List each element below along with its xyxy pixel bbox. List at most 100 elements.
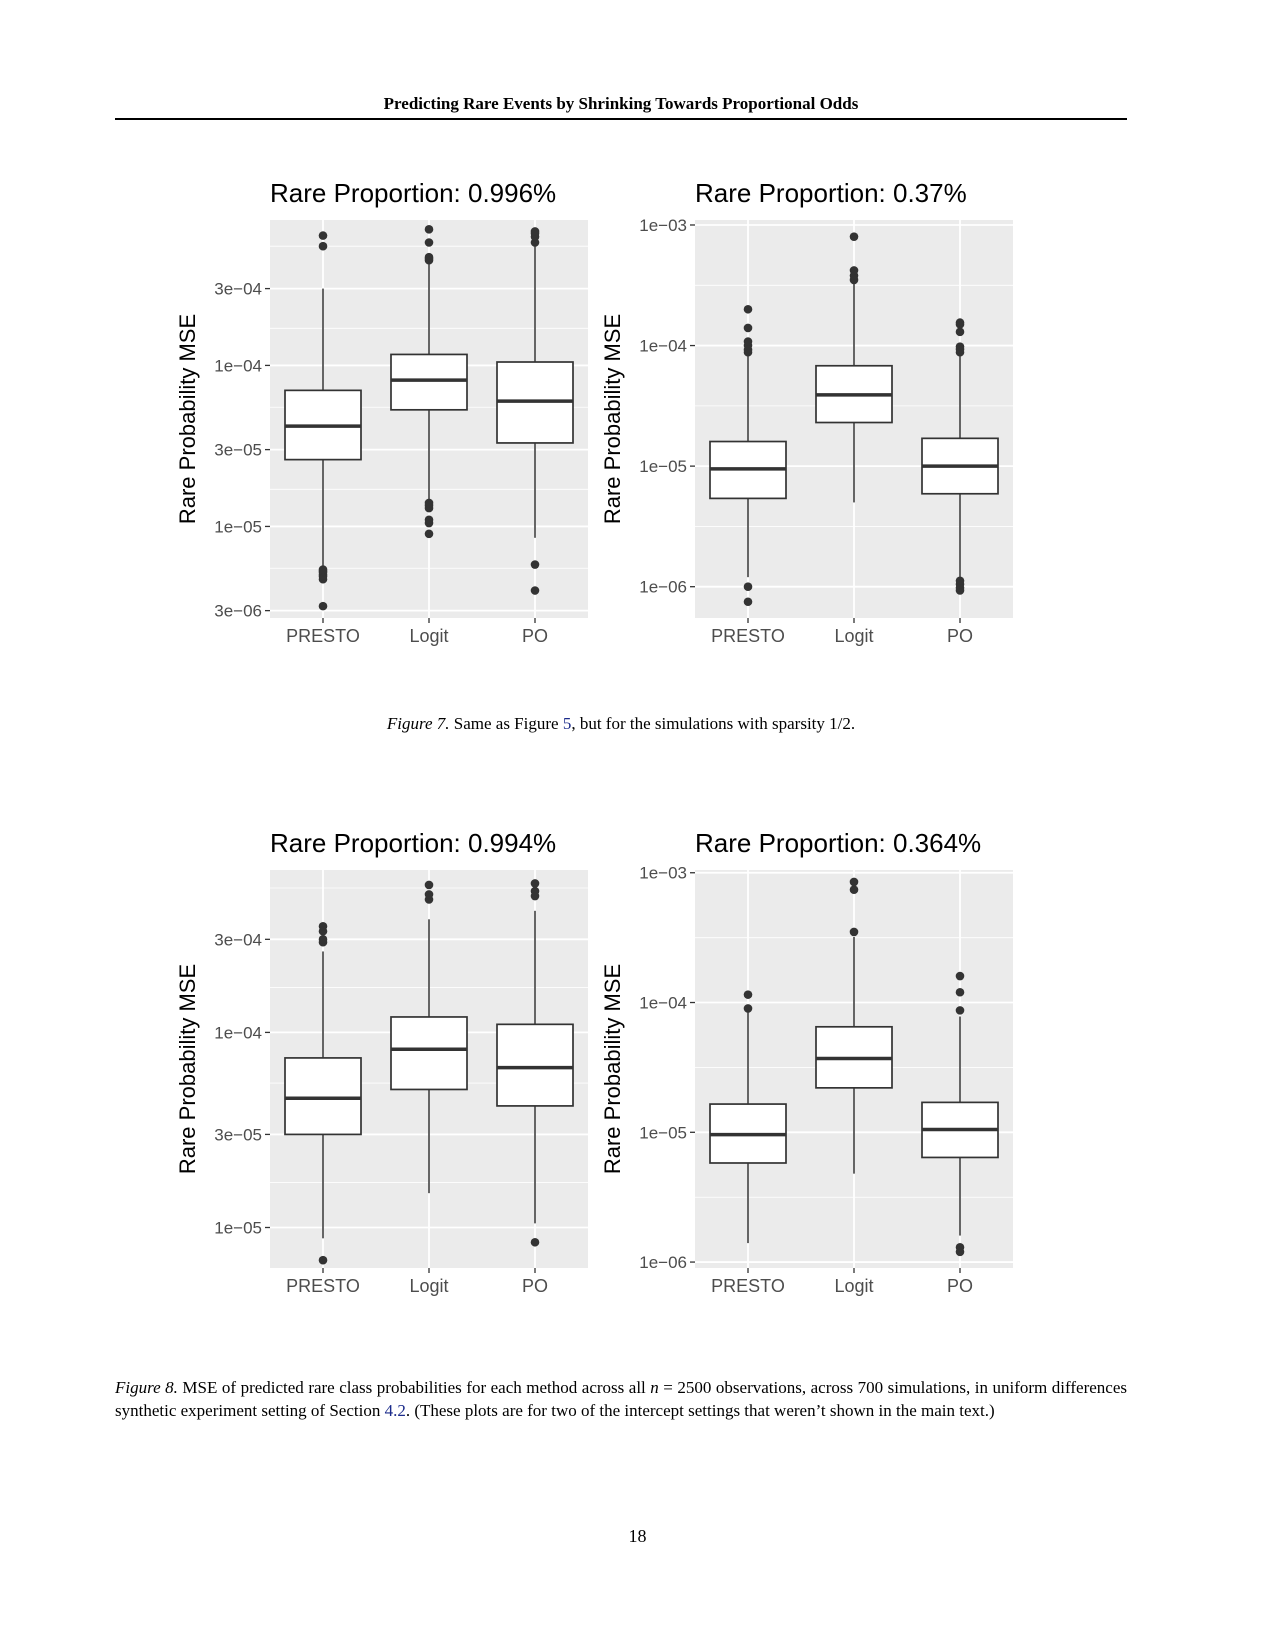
x-tick-label: PRESTO	[711, 1276, 785, 1296]
boxplot-panel: Rare Proportion: 0.37% Rare Probability M…	[600, 178, 1013, 646]
y-tick-label: 1e−05	[214, 1218, 262, 1237]
y-tick-label: 1e−04	[639, 994, 687, 1013]
y-tick-label: 1e−05	[639, 457, 687, 476]
x-tick-label: PO	[947, 1276, 973, 1296]
boxplot-panel: Rare Proportion: 0.996% Rare Probability …	[175, 178, 588, 646]
outlier-point	[530, 1237, 540, 1247]
outlier-point	[849, 927, 859, 937]
x-tick-label: Logit	[834, 626, 873, 646]
y-axis-label: Rare Probability MSE	[175, 314, 200, 524]
figure-8-label: Figure 8.	[115, 1378, 178, 1397]
y-axis-label: Rare Probability MSE	[175, 964, 200, 1174]
outlier-point	[424, 880, 434, 890]
outlier-point	[849, 885, 859, 895]
outlier-point	[743, 337, 753, 346]
y-tick-label: 3e−05	[214, 1125, 262, 1144]
panel-title: Rare Proportion: 0.996%	[270, 178, 556, 208]
y-tick-label: 1e−03	[639, 864, 687, 883]
figure-svg: Rare Proportion: 0.994% Rare Probability …	[175, 828, 1013, 1296]
page-number: 18	[628, 1526, 647, 1546]
figure-8-caption: Figure 8. MSE of predicted rare class pr…	[115, 1376, 1127, 1422]
y-tick-label: 1e−06	[639, 578, 687, 597]
outlier-point	[955, 1242, 965, 1252]
outlier-point	[530, 586, 540, 595]
y-tick-label: 3e−05	[214, 441, 262, 460]
x-tick-label: PRESTO	[711, 626, 785, 646]
x-tick-label: PO	[522, 1276, 548, 1296]
x-tick-label: PRESTO	[286, 1276, 360, 1296]
panel-title: Rare Proportion: 0.37%	[695, 178, 967, 208]
outlier-point	[318, 241, 328, 251]
figure-7-label: Figure 7.	[386, 714, 450, 733]
running-head: Predicting Rare Events by Shrinking Towa…	[383, 94, 859, 113]
x-tick-label: PO	[522, 626, 548, 646]
boxplot-panel: Rare Proportion: 0.364% Rare Probability …	[600, 828, 1013, 1296]
outlier-point	[530, 886, 540, 896]
box-iqr	[390, 1016, 468, 1091]
outlier-point	[743, 1004, 753, 1013]
figure-5-link[interactable]: 5	[562, 714, 572, 733]
y-axis-label: Rare Probability MSE	[600, 964, 625, 1174]
outlier-point	[424, 252, 434, 262]
outlier-point	[955, 576, 965, 586]
outlier-point	[530, 560, 540, 569]
panel-title: Rare Proportion: 0.364%	[695, 828, 981, 858]
boxplot-panel: Rare Proportion: 0.994% Rare Probability …	[175, 828, 588, 1296]
outlier-point	[955, 987, 965, 997]
outlier-point	[955, 971, 965, 981]
outlier-point	[530, 879, 540, 888]
section-4-2-link[interactable]: 4.2	[384, 1401, 406, 1420]
outlier-point	[849, 266, 859, 275]
outlier-point	[955, 1006, 965, 1015]
outlier-point	[318, 231, 328, 240]
figure-7-caption: Figure 7. Same as Figure 5, but for the …	[115, 712, 1127, 735]
y-tick-label: 1e−05	[214, 517, 262, 536]
caption-text: Same as Figure	[453, 714, 563, 733]
box-iqr	[496, 1023, 574, 1107]
y-tick-label: 1e−04	[214, 1023, 262, 1042]
x-tick-label: Logit	[409, 1276, 448, 1296]
y-tick-label: 3e−06	[214, 602, 262, 621]
y-tick-label: 1e−06	[639, 1253, 687, 1272]
outlier-point	[743, 582, 753, 591]
outlier-point	[955, 342, 965, 351]
x-tick-label: Logit	[834, 1276, 873, 1296]
outlier-point	[743, 304, 753, 314]
x-tick-label: Logit	[409, 626, 448, 646]
outlier-point	[849, 877, 859, 887]
outlier-point	[955, 318, 965, 327]
caption-text: .	[850, 714, 856, 733]
outlier-point	[424, 515, 434, 525]
caption-text: = 2500 observations, across 700 simulati…	[115, 1378, 1127, 1420]
figure-8: Rare Proportion: 0.994% Rare Probability …	[175, 820, 1075, 1320]
box-iqr	[390, 353, 468, 411]
caption-text: . (These plots are for two of the interc…	[405, 1401, 995, 1420]
outlier-point	[743, 597, 753, 607]
caption-text: , but for the simulations with sparsity	[571, 714, 830, 733]
outlier-point	[318, 565, 328, 574]
panel-title: Rare Proportion: 0.994%	[270, 828, 556, 858]
outlier-point	[849, 232, 859, 241]
figure-svg: Rare Proportion: 0.996% Rare Probability …	[175, 178, 1013, 646]
outlier-point	[318, 921, 328, 931]
outlier-point	[424, 238, 434, 247]
outlier-point	[424, 225, 434, 234]
outlier-point	[955, 327, 965, 337]
caption-math: n	[650, 1378, 659, 1397]
header-rule	[115, 118, 1127, 120]
outlier-point	[530, 227, 540, 236]
outlier-point	[424, 529, 434, 539]
y-tick-label: 1e−05	[639, 1123, 687, 1142]
x-tick-label: PRESTO	[286, 626, 360, 646]
y-tick-label: 3e−04	[214, 930, 262, 949]
y-axis-label: Rare Probability MSE	[600, 314, 625, 524]
outlier-point	[318, 601, 328, 611]
x-tick-label: PO	[947, 626, 973, 646]
y-tick-label: 1e−04	[214, 356, 262, 375]
outlier-point	[318, 1255, 328, 1265]
y-tick-label: 3e−04	[214, 280, 262, 299]
box-iqr	[284, 1057, 362, 1136]
caption-math: 1/2	[829, 714, 851, 733]
outlier-point	[743, 323, 753, 333]
caption-text: MSE of predicted rare class probabilitie…	[182, 1378, 651, 1397]
